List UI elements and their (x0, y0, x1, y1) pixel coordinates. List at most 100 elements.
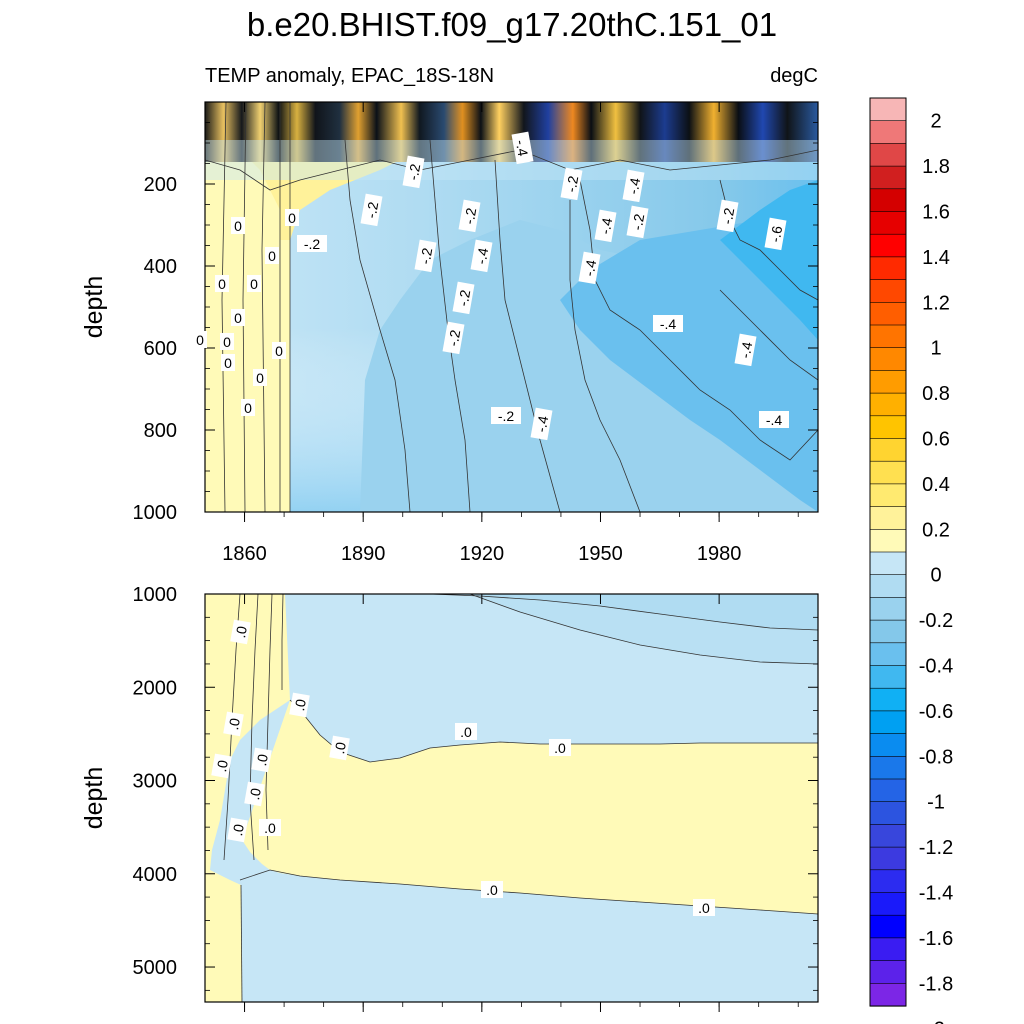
colorbar-swatch (869, 347, 907, 372)
colorbar-label: -1.4 (919, 883, 953, 905)
contour-label: -.2 (716, 199, 739, 233)
lower-region-upper-cooler (430, 594, 818, 630)
contour-label: 0 (221, 354, 235, 371)
lower-panel: 1000 2000 3000 4000 5000 .0 .0 .0 .0 .0 .0 .0 .0 .0.… (80, 584, 819, 1012)
contour-label-text: .0 (460, 724, 472, 740)
contour-label-text: -.4 (513, 139, 532, 158)
contour-label-text: -.2 (461, 206, 480, 225)
contour-label: 0 (253, 369, 267, 386)
chart-subtitle-right: degC (770, 65, 818, 87)
contour-label: -.2 (442, 321, 465, 355)
colorbar-label: 2 (930, 111, 941, 133)
contour-label-text: -.6 (767, 224, 786, 243)
contour-label: .0 (251, 747, 272, 773)
colorbar-label: 1.8 (922, 156, 950, 178)
contour-label-text: -.2 (629, 212, 648, 231)
contour-label: 0 (247, 275, 261, 292)
contour-label: .0 (211, 753, 232, 779)
colorbar-swatch (869, 846, 907, 871)
colorbar-swatch (869, 687, 907, 712)
colorbar-swatch (869, 914, 907, 939)
contour-label: .0 (259, 819, 281, 836)
contour-label-text: -.2 (455, 288, 474, 307)
colorbar-swatch (869, 97, 907, 122)
y-tick-label: 1000 (133, 584, 178, 606)
contour-label: -.4 (470, 239, 493, 273)
colorbar-label: 0.2 (922, 519, 950, 541)
contour-label-bg (626, 205, 649, 239)
contour-label-bg (289, 692, 310, 718)
upper-panel: 200 400 600 800 1000 1860 1890 1920 1950 1980 -.… (80, 101, 819, 565)
contour-label-bg (244, 781, 265, 807)
colorbar-label: 1.6 (922, 202, 950, 224)
upper-surface-fade (205, 140, 818, 180)
contour-label-text: -.4 (581, 258, 600, 277)
contour-label: -.2 (402, 155, 425, 189)
lower-contour-labels: .0 .0 .0 .0 .0 .0 .0 .0 .0 .0 .0 .0 .0 (211, 619, 715, 916)
colorbar-boxes (869, 97, 907, 1007)
colorbar-swatch (869, 211, 907, 235)
colorbar-swatch (869, 755, 907, 780)
contour-label-text: -.2 (363, 200, 382, 219)
contour-label-bg (442, 321, 465, 355)
contour-label-bg (414, 239, 437, 273)
contour-label-text: -.4 (533, 414, 552, 433)
colorbar-swatch (869, 642, 907, 667)
colorbar-frame (869, 97, 907, 1007)
contour-label: -.2 (414, 239, 437, 273)
contour-label-bg (247, 275, 261, 292)
contour-label-text: -.4 (597, 216, 616, 235)
contour-label-bg (530, 407, 553, 441)
chart-title: b.e20.BHIST.f09_g17.20thC.151_01 (247, 6, 777, 43)
contour-label: -.2 (491, 407, 521, 424)
contour-label-text: -.4 (473, 246, 492, 265)
upper-region-late-cool (720, 180, 818, 340)
colorbar-swatch (869, 143, 907, 167)
colorbar-label: 0 (930, 565, 941, 587)
upper-contour-labels: -.4-.2-.2 -.2-.4-.400-.2-.2 -.4-.4-.600 0-.… (193, 131, 789, 441)
contour-label-text: 0 (256, 370, 264, 386)
lower-region-warm-band (242, 700, 818, 914)
x-tick-label: 1950 (578, 543, 623, 565)
colorbar-swatch (869, 324, 907, 349)
contour-label-bg (511, 131, 534, 165)
contour-label-text: .0 (229, 823, 247, 837)
contour-label: -.4 (622, 169, 645, 203)
contour-label-bg (549, 739, 571, 756)
colorbar-swatch (869, 665, 907, 689)
contour-label-bg (230, 619, 251, 645)
contour-label: -.4 (594, 209, 617, 243)
contour-label-bg (360, 193, 383, 227)
contour-label: .0 (227, 817, 248, 843)
chart-subtitle-left: TEMP anomaly, EPAC_18S-18N (205, 65, 494, 87)
contour-label-bg (265, 247, 279, 264)
colorbar-label: -0.8 (919, 746, 953, 768)
colorbar-swatch (869, 301, 907, 326)
contour-label: -.2 (360, 193, 383, 227)
contour-label-text: -.4 (766, 412, 783, 428)
contour-label-text: -.2 (405, 162, 424, 181)
colorbar-swatch (869, 233, 907, 258)
colorbar-label: 0.6 (922, 429, 950, 451)
colorbar-label: -1.8 (919, 973, 953, 995)
contour-label-text: -.2 (719, 206, 738, 225)
colorbar-swatch (869, 483, 907, 508)
contour-label-bg (221, 354, 235, 371)
contour-label: 0 (272, 342, 286, 359)
contour-label-bg (452, 281, 475, 315)
contour-label: -.6 (764, 217, 787, 251)
contour-label-text: -.2 (445, 328, 464, 347)
colorbar-swatch (869, 937, 907, 962)
contour-label-bg (329, 735, 350, 761)
contour-label-text: 0 (275, 343, 283, 359)
lower-plot-frame (204, 593, 819, 1003)
contour-label-bg (253, 369, 267, 386)
contour-label: .0 (693, 899, 715, 916)
colorbar-label: 0.8 (922, 383, 950, 405)
contour-label: 0 (215, 275, 229, 292)
contour-label-text: 0 (223, 334, 231, 350)
contour-label-text: .0 (213, 759, 231, 773)
contour-label: -.2 (458, 199, 481, 233)
colorbar-label: -2 (927, 1019, 945, 1024)
